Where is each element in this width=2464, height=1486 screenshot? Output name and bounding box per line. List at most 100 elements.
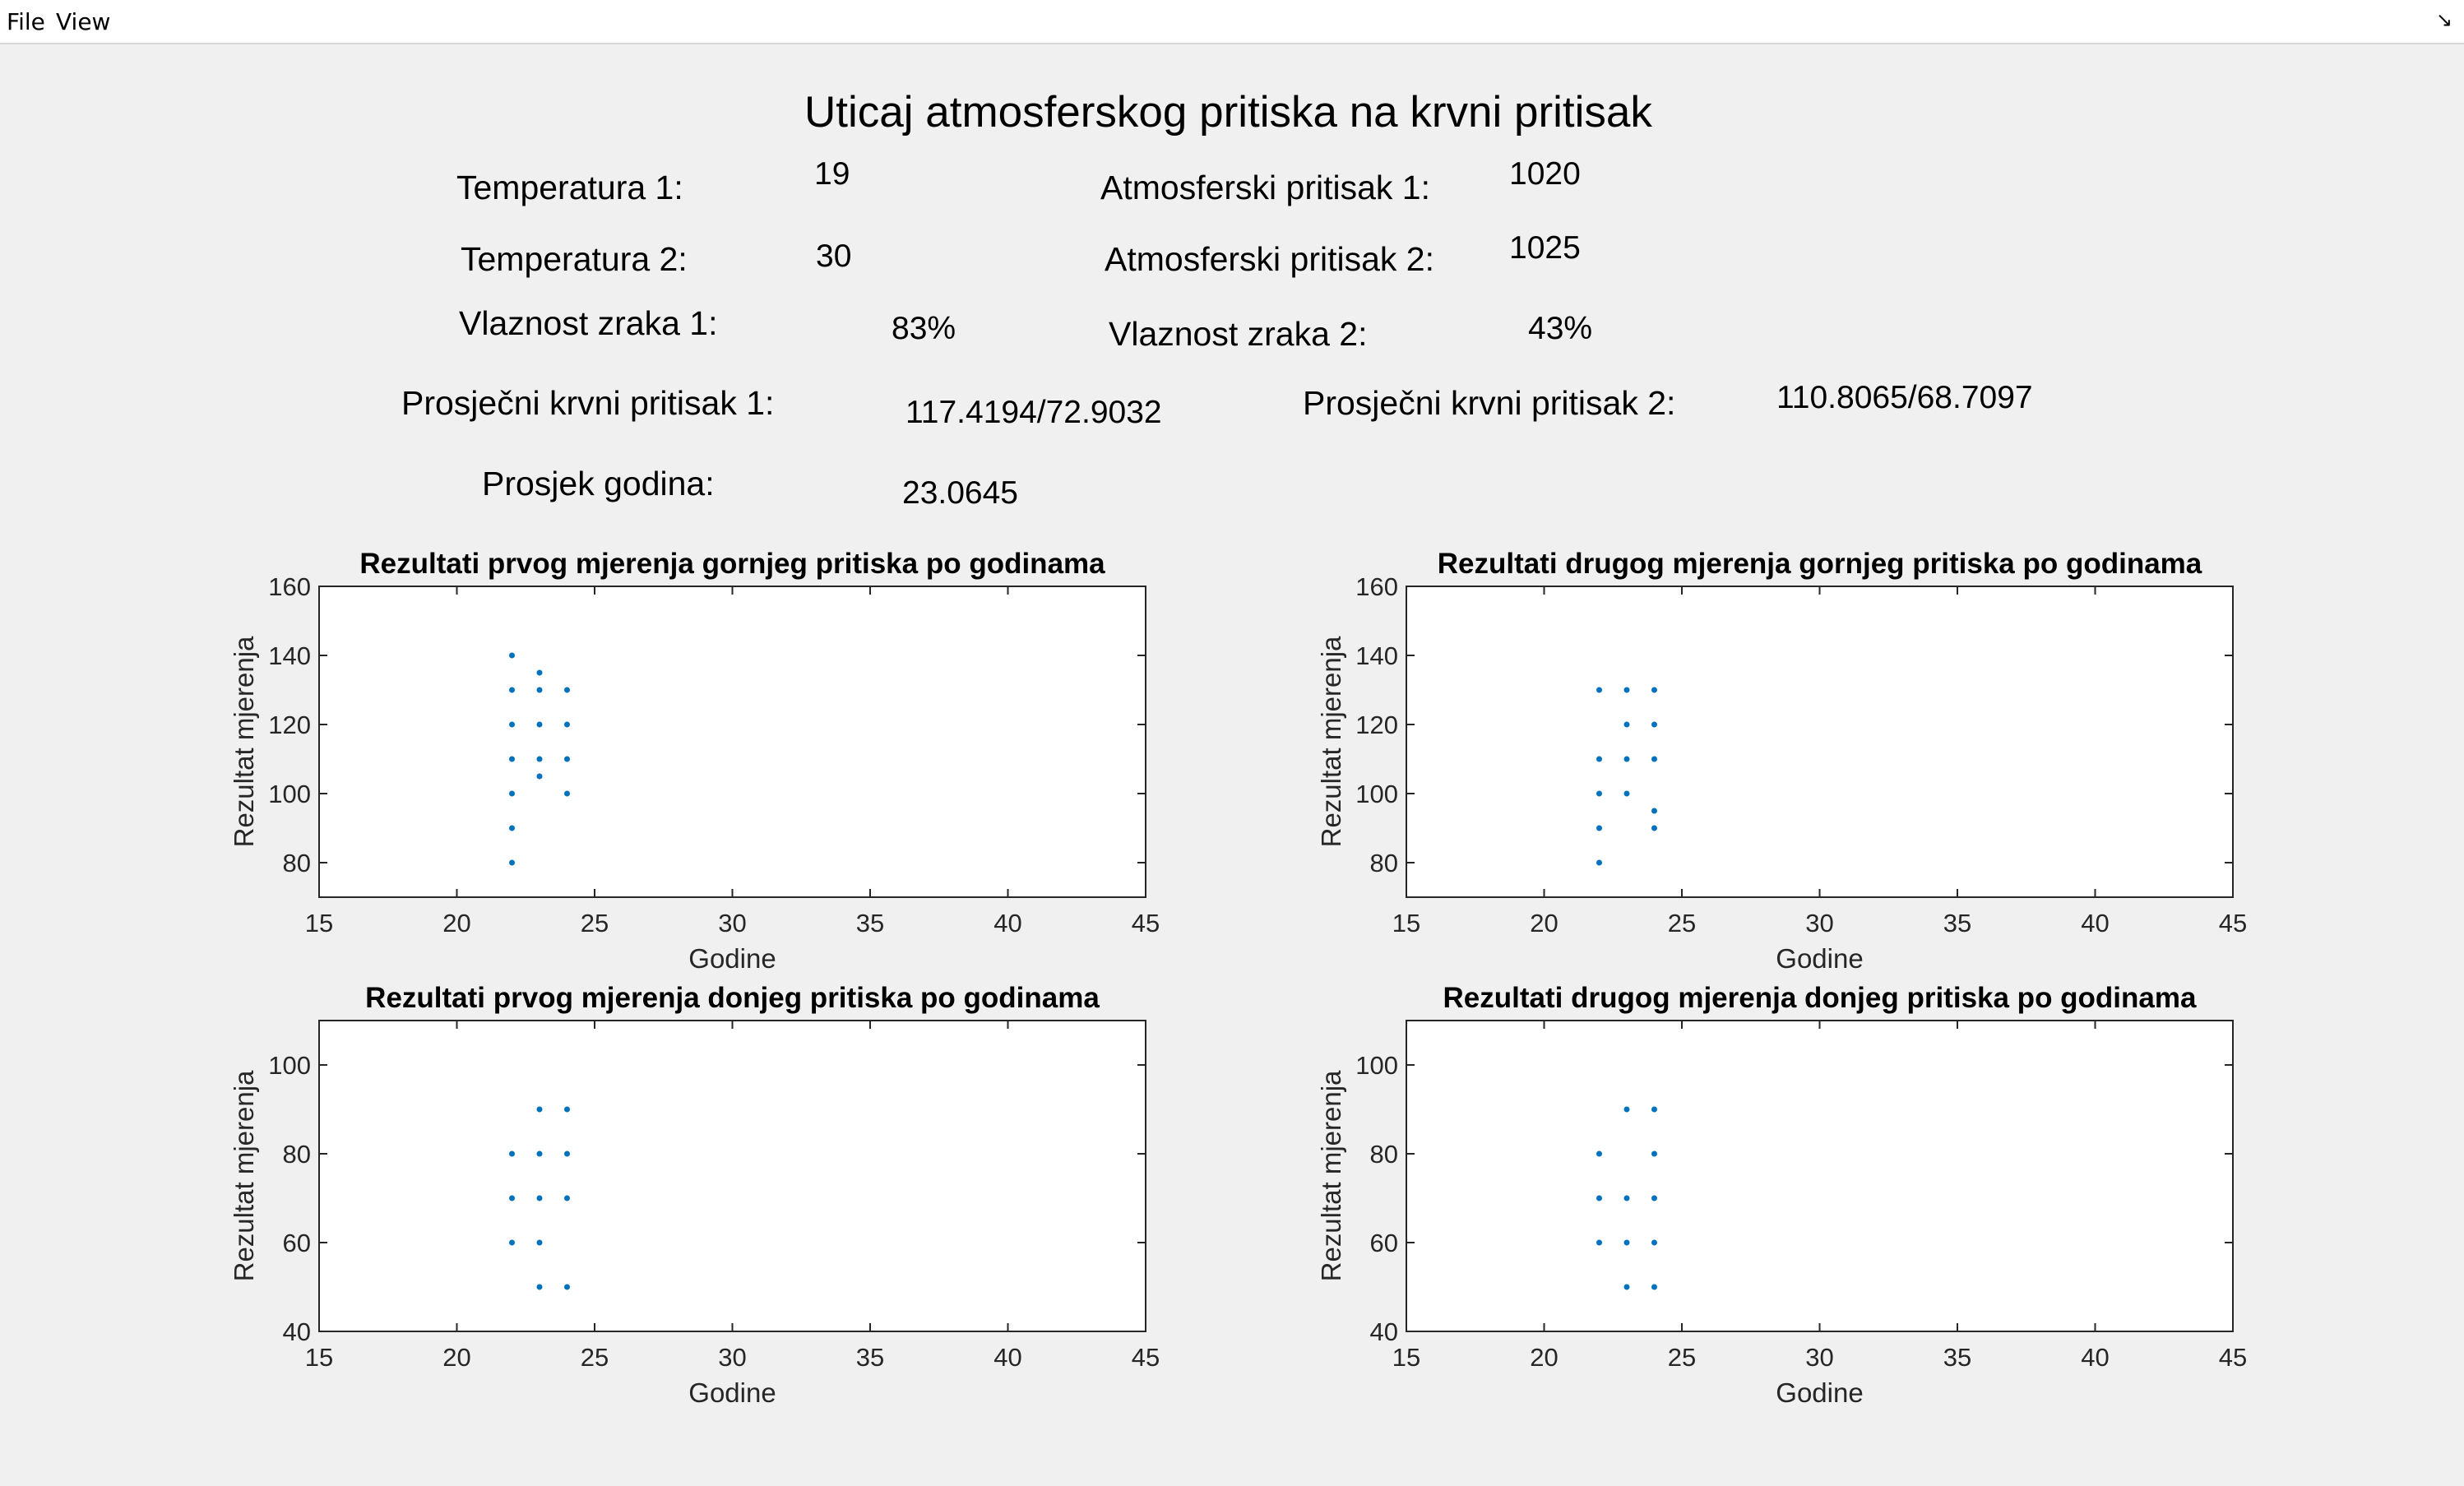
data-point [536,1106,543,1113]
x-tick-label: 30 [1805,1343,1833,1372]
x-tick-label: 30 [1805,909,1833,937]
atm1-label: Atmosferski pritisak 1: [1100,169,1430,206]
data-point [1623,1195,1630,1201]
x-tick-label: 35 [856,1343,884,1372]
temp1-label: Temperatura 1: [456,169,683,206]
data-point [536,1150,543,1157]
y-tick-label: 140 [268,641,311,670]
plot-area [318,586,1146,898]
data-point [1623,1106,1630,1113]
age-value: 23.0645 [902,475,1018,511]
data-point [1623,1239,1630,1246]
data-point [564,687,570,693]
data-point [564,1195,570,1201]
data-point [509,790,515,797]
chart-upper-first: Rezultati prvog mjerenja gornjeg pritisk… [229,548,1160,974]
data-point [1651,808,1657,814]
data-point [536,721,543,728]
x-tick-label: 15 [1392,1343,1420,1372]
y-tick-label: 80 [283,849,311,877]
data-point [1651,1106,1657,1113]
x-axis-label: Godine [1776,1377,1863,1408]
x-tick-label: 45 [2219,909,2247,937]
x-tick-label: 20 [442,909,470,937]
data-point [509,756,515,762]
x-tick-label: 25 [581,909,609,937]
x-axis-label: Godine [1776,943,1863,974]
menu-view[interactable]: View [56,8,111,35]
plot-area [1406,1020,2234,1332]
data-point [564,721,570,728]
data-point [509,859,515,866]
data-point [564,790,570,797]
data-point [1596,1239,1602,1246]
data-point [509,721,515,728]
data-point [1623,1284,1630,1290]
chart-title: Rezultati drugog mjerenja gornjeg pritis… [1438,548,2202,580]
chart-title: Rezultati prvog mjerenja donjeg pritiska… [365,982,1100,1014]
x-axis-label: Godine [688,1377,776,1408]
data-point [1596,756,1602,762]
x-tick-label: 45 [1132,1343,1160,1372]
data-point [1651,756,1657,762]
temp1-value: 19 [814,156,850,192]
x-tick-label: 15 [305,909,333,937]
data-point [1596,859,1602,866]
x-tick-label: 30 [718,909,746,937]
temp2-label: Temperatura 2: [461,240,688,278]
data-point [564,1150,570,1157]
y-tick-label: 160 [268,572,311,601]
bp2-label: Prosječni krvni pritisak 2: [1303,384,1676,422]
data-point [564,1106,570,1113]
data-point [1596,687,1602,693]
x-tick-label: 25 [1668,1343,1696,1372]
x-tick-label: 35 [1943,909,1971,937]
y-axis-label: Rezultat mjerenja [229,636,259,847]
data-point [1651,1284,1657,1290]
data-point [1596,1150,1602,1157]
data-point [536,1239,543,1246]
y-tick-label: 140 [1355,641,1398,670]
data-point [1651,721,1657,728]
y-tick-label: 80 [1370,1140,1398,1169]
y-tick-label: 120 [268,711,311,739]
data-point [536,756,543,762]
page-title: Uticaj atmosferskog pritiska na krvni pr… [804,88,1652,137]
data-point [509,1239,515,1246]
hum1-label: Vlaznost zraka 1: [459,304,718,342]
x-tick-label: 30 [718,1343,746,1372]
data-point [1623,721,1630,728]
chart-lower-first: Rezultati prvog mjerenja donjeg pritiska… [229,982,1160,1408]
plot-area [1406,586,2234,898]
data-point [564,756,570,762]
x-tick-label: 35 [856,909,884,937]
y-tick-label: 40 [1370,1317,1398,1346]
y-axis-label: Rezultat mjerenja [1316,1070,1346,1281]
data-point [1651,1239,1657,1246]
temp2-value: 30 [816,238,852,274]
bp1-value: 117.4194/72.9032 [905,395,1162,430]
y-tick-label: 100 [1355,780,1398,808]
x-tick-label: 25 [1668,909,1696,937]
y-axis-label: Rezultat mjerenja [1316,636,1346,847]
x-tick-label: 35 [1943,1343,1971,1372]
y-tick-label: 60 [1370,1229,1398,1257]
x-tick-label: 40 [2081,1343,2109,1372]
y-tick-label: 40 [283,1317,311,1346]
y-tick-label: 100 [268,1051,311,1080]
data-point [1651,1195,1657,1201]
y-tick-label: 80 [1370,849,1398,877]
x-tick-label: 20 [1530,1343,1558,1372]
menu-file[interactable]: File [7,8,45,35]
y-tick-label: 100 [268,780,311,808]
y-tick-label: 100 [1355,1051,1398,1080]
x-tick-label: 45 [2219,1343,2247,1372]
chart-title: Rezultati prvog mjerenja gornjeg pritisk… [359,548,1105,580]
chart-lower-second: Rezultati drugog mjerenja donjeg pritisk… [1316,982,2247,1408]
y-tick-label: 60 [283,1229,311,1257]
bp2-value: 110.8065/68.7097 [1776,380,2033,415]
undock-icon[interactable]: ↘ [2435,8,2452,31]
atm2-label: Atmosferski pritisak 2: [1105,240,1434,278]
atm1-value: 1020 [1509,156,1581,192]
x-tick-label: 40 [993,1343,1021,1372]
